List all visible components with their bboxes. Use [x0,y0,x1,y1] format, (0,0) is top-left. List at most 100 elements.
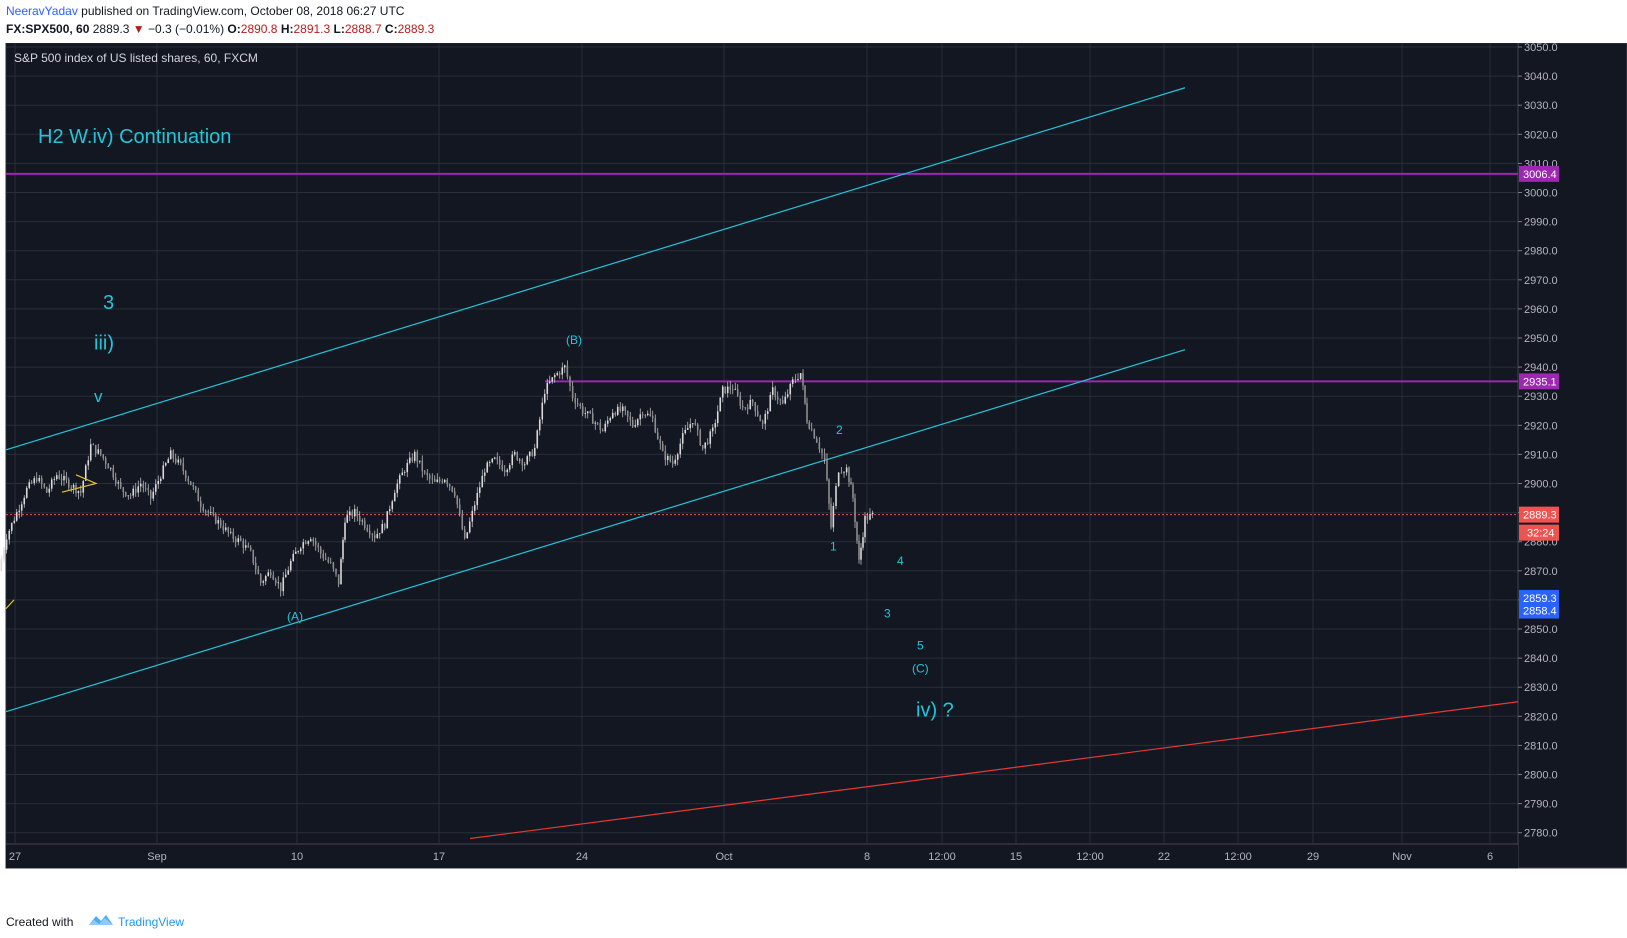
channel-line[interactable] [5,349,1186,713]
candle-body [503,470,506,473]
candle-body [606,420,609,424]
wave-label[interactable]: iii) [94,333,114,355]
price-tag[interactable] [1519,589,1559,606]
candle-body [438,479,441,481]
x-tick-label: 6 [1487,851,1493,863]
price-tag[interactable] [1519,165,1559,182]
price-chart[interactable]: 2780.0 2790.0 2800.0 2810.0 2820.0 2830.0 2840… [0,42,1627,903]
close-label: C: [384,22,398,36]
candle-body [779,399,782,401]
wedge-pattern[interactable] [61,474,98,493]
wave-label[interactable]: (A) [287,609,303,623]
candle-body [563,365,566,368]
candle-body [192,484,195,487]
trend-line[interactable] [469,701,1519,840]
candle-body [401,472,404,476]
candle-body [828,479,830,504]
candle-body [174,458,177,463]
x-tick-label: 12:00 [1076,851,1104,863]
candle-body [327,559,330,563]
wave-label[interactable]: H2 W.iv) Continuation [38,126,231,148]
candle-body [661,443,664,452]
candle-body [80,490,82,493]
candle-body [358,516,361,522]
candle-body [701,445,704,449]
candle-body [421,460,424,472]
y-tick-label: 3050.0 [1524,43,1558,54]
candle-body [774,387,777,398]
candle-body [671,461,674,464]
time-axis[interactable] [6,844,1518,868]
wave-label[interactable]: 1 [830,539,837,553]
wave-label[interactable]: v [94,387,103,406]
candle-body [797,379,799,380]
candle-body [398,475,401,484]
candle-body [591,413,594,424]
tradingview-logo-icon[interactable] [88,912,114,928]
candle-body [804,385,806,404]
candle-body [23,497,26,505]
candle-body [586,411,589,414]
candle-body [388,509,391,512]
wave-label[interactable]: 2 [836,423,843,437]
candle-body [543,393,546,403]
wave-label[interactable]: (B) [566,333,582,347]
candle-body [771,387,774,395]
candle-body [533,447,536,456]
candle-body [639,414,642,420]
price-tag[interactable] [1519,506,1559,523]
candle-body [396,483,399,493]
candle-body [92,444,95,446]
candle-body [97,449,100,454]
candle-body [262,581,265,583]
candle-body [217,520,220,524]
low-label: L: [333,22,345,36]
candle-body [249,547,252,550]
x-tick-label: Oct [715,851,732,863]
symbol-label: FX:SPX500, 60 [6,22,90,36]
wave-label[interactable]: 5 [917,638,924,652]
candle-body [744,407,747,409]
candle-body [815,438,818,443]
candle-body [764,413,767,424]
candle-body [756,411,759,416]
y-tick-label: 2810.0 [1524,740,1558,752]
candle-body [45,487,48,493]
candle-body [129,495,132,497]
wave-label[interactable]: 4 [897,554,904,568]
candle-body [629,416,632,421]
author-link[interactable]: NeeravYadav [6,4,78,18]
candle-body [716,411,719,424]
price-tag[interactable] [1519,373,1559,390]
candle-body [102,454,105,459]
candle-body [441,480,444,483]
candle-body [137,486,140,493]
candle-body [162,465,165,479]
chart-area[interactable]: 2780.0 2790.0 2800.0 2810.0 2820.0 2830.0 2840… [0,42,1627,903]
candle-body [850,481,852,485]
channel-line[interactable] [5,87,1186,451]
candle-body [451,486,454,492]
price-tag[interactable] [1519,602,1559,619]
wave-label[interactable]: (C) [912,662,929,676]
wave-label[interactable]: 3 [103,292,114,314]
candle-body [212,512,215,514]
candle-body [852,484,854,499]
candle-body [403,472,406,473]
candle-body [823,453,826,460]
x-tick-label: 17 [433,851,445,863]
wave-label[interactable]: iv) ? [916,699,954,721]
candle-body [222,526,225,531]
candle-body [194,486,197,491]
x-tick-label: 10 [291,851,303,863]
candle-body [269,572,272,576]
wave-label[interactable]: 3 [884,606,891,620]
candle-body [541,402,544,420]
candle-body [99,449,102,455]
candle-body [247,545,250,548]
candle-body [553,375,556,378]
tradingview-brand-link[interactable]: TradingView [118,915,185,929]
candle-body [139,483,142,487]
candle-body [274,579,277,584]
candle-body [340,559,342,585]
